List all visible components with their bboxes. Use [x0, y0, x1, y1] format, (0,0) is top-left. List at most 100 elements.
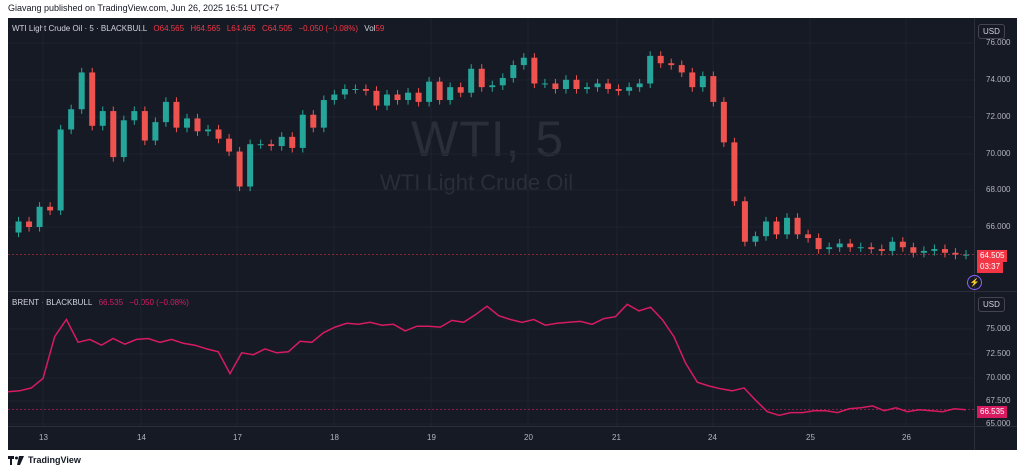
wti-candle-body	[710, 76, 717, 102]
wti-tick: 74.000	[986, 75, 1011, 84]
wti-candle-body	[268, 144, 275, 147]
x-tick-label: 18	[330, 433, 339, 442]
wti-candle-body	[341, 89, 348, 95]
wti-candle-body	[362, 89, 369, 91]
wti-tick: 76.000	[986, 38, 1011, 47]
wti-candle-body	[920, 250, 927, 253]
brent-tick: 65.000	[986, 419, 1011, 428]
wti-candle-body	[331, 94, 338, 101]
wti-candle-body	[626, 87, 633, 91]
wti-candle-body	[289, 136, 296, 148]
wti-candle-body	[247, 144, 254, 187]
x-tick-label: 24	[708, 433, 717, 442]
wti-candle-body	[415, 92, 422, 102]
wti-candle-body	[447, 87, 454, 101]
wti-candle-body	[784, 217, 791, 235]
wti-candle-body	[857, 247, 864, 249]
x-tick-label: 13	[39, 433, 48, 442]
wti-candle-body	[562, 79, 569, 89]
wti-open: O64.565	[153, 24, 185, 33]
wti-candle-body	[373, 90, 380, 106]
wti-candle-body	[457, 87, 464, 93]
wti-candle-body	[152, 122, 159, 141]
wti-candle-body	[57, 129, 64, 211]
brent-tick: 70.000	[986, 373, 1011, 382]
x-tick-label: 19	[427, 433, 436, 442]
brent-currency-button[interactable]: USD	[978, 297, 1005, 312]
wti-candle-body	[426, 81, 433, 102]
wti-candle-body	[352, 89, 359, 90]
wti-candle-body	[584, 87, 591, 89]
wti-candle-body	[931, 249, 938, 251]
wti-candle-body	[299, 114, 306, 148]
wti-tick: 68.000	[986, 185, 1011, 194]
brent-tick: 67.500	[986, 396, 1011, 405]
brent-series-line	[8, 303, 967, 417]
time-axis-divider	[8, 426, 1017, 427]
wti-change: −0.050 (−0.08%)	[298, 24, 359, 33]
wti-candle-body	[826, 247, 833, 250]
lightning-icon[interactable]: ⚡	[967, 275, 982, 290]
brent-tick: 75.000	[986, 324, 1011, 333]
wti-candle-body	[89, 72, 96, 126]
brent-last-price-tag: 66.535	[977, 406, 1008, 418]
wti-tick: 66.000	[986, 222, 1011, 231]
wti-candle-body	[605, 83, 612, 89]
wti-title: WTI Light Crude Oil · 5 · BLACKBULL	[12, 24, 148, 33]
wti-candle-body	[47, 206, 54, 211]
wti-candle-body	[868, 247, 875, 250]
wti-candle-body	[236, 151, 243, 187]
wti-watermark-symbol: WTI, 5	[411, 111, 565, 167]
wti-candle-body	[678, 65, 685, 73]
wti-tick: 70.000	[986, 149, 1011, 158]
x-tick-label: 17	[233, 433, 242, 442]
wti-candle-body	[215, 129, 222, 139]
tradingview-logo-icon	[8, 455, 24, 465]
wti-candle-body	[773, 221, 780, 235]
pane-divider[interactable]	[8, 291, 1017, 292]
wti-candle-body	[194, 118, 201, 132]
wti-candle-body	[668, 63, 675, 66]
wti-candle-body	[752, 236, 759, 242]
footer: TradingView	[8, 455, 81, 465]
wti-candle-body	[173, 101, 180, 128]
wti-candle-body	[815, 238, 822, 250]
wti-candle-body	[141, 111, 148, 141]
chart-frame[interactable]: WTI Light Crude Oil · 5 · BLACKBULL O64.…	[8, 18, 1017, 450]
wti-candle-body	[520, 57, 527, 66]
wti-candle-body	[436, 81, 443, 101]
wti-last-price-tag: 64.505	[977, 250, 1008, 262]
wti-vol: 59	[375, 24, 385, 33]
wti-candle-body	[120, 120, 127, 158]
wti-candle-body	[720, 101, 727, 143]
wti-candle-body	[762, 221, 769, 237]
wti-candle-body	[836, 243, 843, 248]
wti-candle-body	[383, 94, 390, 106]
wti-candle-body	[531, 57, 538, 84]
wti-candle-body	[941, 249, 948, 253]
wti-candle-body	[499, 77, 506, 86]
wti-candle-body	[899, 241, 906, 248]
wti-candle-body	[183, 118, 190, 128]
chart-svg	[8, 18, 974, 426]
wti-candle-body	[310, 114, 317, 128]
wti-currency-button[interactable]: USD	[978, 24, 1005, 39]
wti-candle-body	[26, 221, 33, 227]
wti-low: L64.465	[226, 24, 256, 33]
wti-candle-body	[131, 111, 138, 121]
wti-watermark-name: WTI Light Crude Oil	[380, 170, 574, 195]
wti-candle-body	[510, 65, 517, 78]
publish-caption: Giavang published on TradingView.com, Ju…	[8, 3, 280, 13]
wti-candle-body	[741, 201, 748, 242]
wti-candle-body	[794, 217, 801, 235]
wti-legend[interactable]: WTI Light Crude Oil · 5 · BLACKBULL O64.…	[12, 24, 388, 33]
wti-candle-body	[647, 55, 654, 84]
wti-candle-body	[15, 221, 22, 233]
wti-candle-body	[489, 85, 496, 88]
wti-candle-body	[657, 55, 664, 64]
brent-legend[interactable]: BRENT · BLACKBULL 66.535 −0.050 (−0.08%)	[12, 298, 193, 307]
wti-candle-body	[731, 142, 738, 202]
brent-title: BRENT · BLACKBULL	[12, 298, 93, 307]
x-tick-label: 21	[612, 433, 621, 442]
wti-vol-label: Vol	[364, 24, 376, 33]
